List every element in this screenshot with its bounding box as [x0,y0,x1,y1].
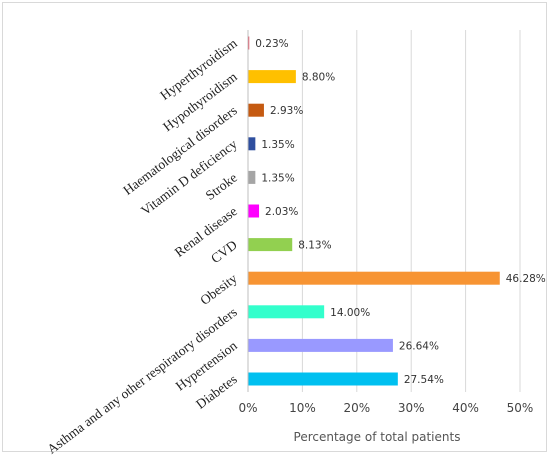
category-labels: HyperthyroidismHypothyroidismHaematologi… [44,35,240,455]
bar [248,170,256,184]
bar [248,271,500,285]
bar-value-label: 0.23% [255,38,288,50]
gridlines [301,30,521,392]
category-label: Asthma and any other respiratory disorde… [44,304,240,455]
bar-value-label: 2.93% [270,105,303,117]
bar [248,238,293,252]
bar-value-label: 8.13% [298,240,331,252]
category-label: CVD [208,237,240,266]
x-axis-ticks: 0% 10% 20% 30% 40% 50% [238,401,533,415]
bar-value-label: 27.54% [404,374,444,386]
bar-value-label: 46.28% [506,273,546,285]
bar [248,305,325,319]
x-tick-label: 20% [343,401,370,415]
bar-value-label: 14.00% [330,307,370,319]
value-labels: 0.23% 8.80% 2.93% 1.35% 1.35% 2.03% 8.13% 46.28… [255,38,546,386]
bars [248,36,500,386]
bar [248,137,256,151]
category-label: Stroke [203,170,240,203]
bar [248,372,398,386]
bar-value-label: 26.64% [399,340,439,352]
bar [248,36,250,50]
bar [248,103,264,117]
bar-value-label: 8.80% [302,72,335,84]
bar [248,204,260,218]
bar-value-label: 1.35% [261,172,294,184]
x-tick-label: 0% [238,401,257,415]
x-tick-label: 10% [289,401,316,415]
x-tick-label: 30% [398,401,425,415]
category-label: Obesity [197,270,240,307]
bar [248,338,393,352]
x-tick-label: 40% [452,401,479,415]
x-axis-title: Percentage of total patients [294,430,461,444]
x-tick-label: 50% [507,401,534,415]
bar-value-label: 1.35% [261,139,294,151]
bar-value-label: 2.03% [265,206,298,218]
bar [248,70,296,84]
